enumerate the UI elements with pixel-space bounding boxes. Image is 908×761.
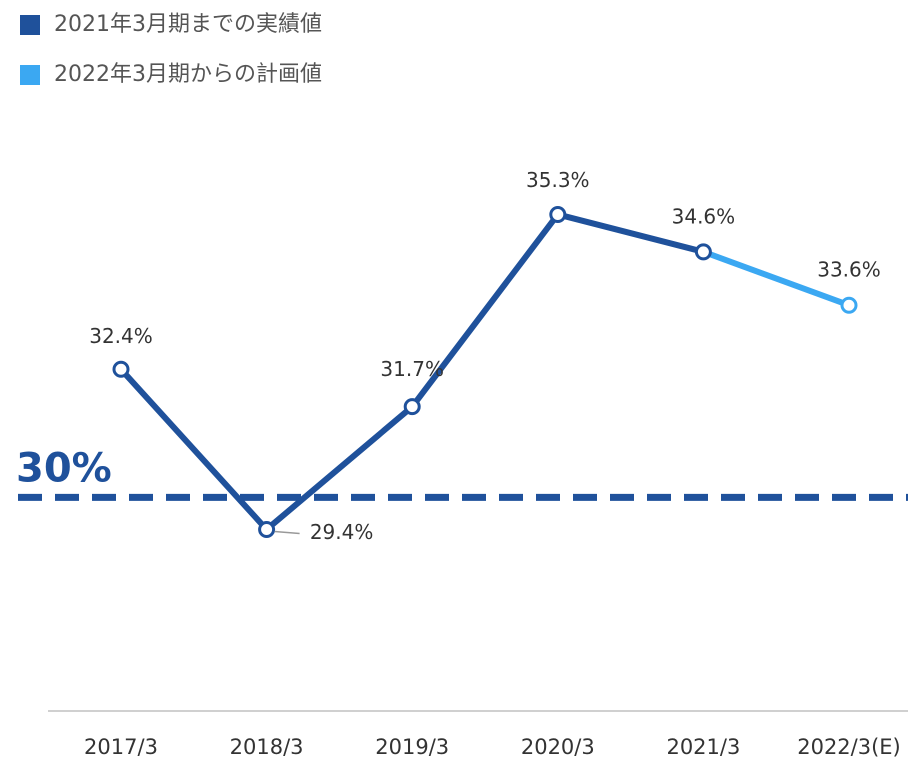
data-label: 35.3% <box>526 168 590 192</box>
x-tick-label: 2018/3 <box>230 735 304 759</box>
legend-label: 2021年3月期までの実績値 <box>54 12 322 37</box>
point-marker <box>840 296 858 314</box>
series-line <box>702 249 851 309</box>
reference-label: 30% <box>16 445 112 491</box>
point-marker <box>112 360 130 378</box>
data-label: 34.6% <box>672 204 736 228</box>
point-marker <box>549 205 567 223</box>
data-label: 29.4% <box>310 520 374 544</box>
data-label: 31.7% <box>380 357 444 381</box>
leader-line <box>274 530 300 535</box>
x-tick-label: 2019/3 <box>375 735 449 759</box>
x-tick-label: 2020/3 <box>521 735 595 759</box>
legend-swatch <box>20 15 40 35</box>
x-tick-label: 2021/3 <box>666 735 740 759</box>
legend-swatch <box>20 65 40 85</box>
point-marker <box>694 243 712 261</box>
x-tick-label: 2017/3 <box>84 735 158 759</box>
data-label: 32.4% <box>89 324 153 348</box>
legend-label: 2022年3月期からの計画値 <box>54 62 322 87</box>
data-label: 33.6% <box>817 258 881 282</box>
point-marker <box>258 520 276 538</box>
x-tick-label: 2022/3(E) <box>797 735 901 759</box>
point-marker <box>403 398 421 416</box>
